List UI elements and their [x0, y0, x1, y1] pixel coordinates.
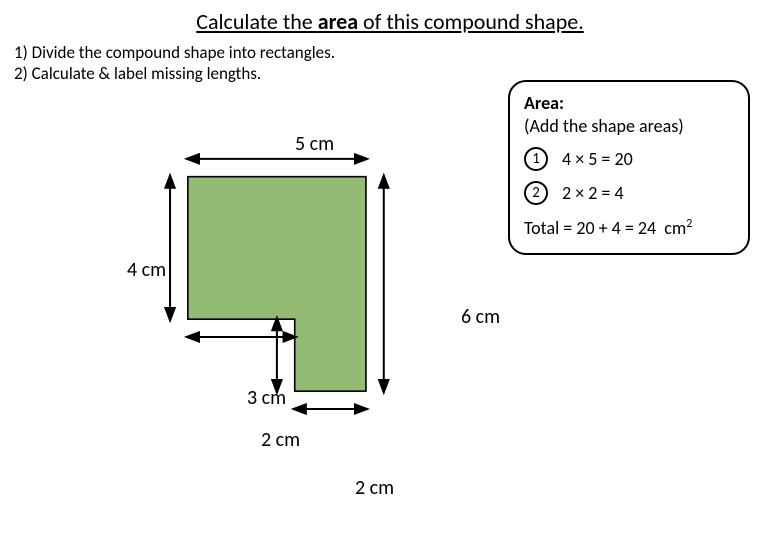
instructions: 1) Divide the compound shape into rectan… — [14, 42, 335, 85]
answer-header: Area: (Add the shape areas) — [524, 92, 734, 137]
total-text: Total = 20 + 4 = 24 — [524, 217, 656, 239]
instruction-line-1: 1) Divide the compound shape into rectan… — [14, 42, 335, 63]
calc-row: 2 2 × 2 = 4 — [524, 181, 734, 205]
compound-shape-diagram: 5 cm4 cm6 cm3 cm2 cm2 cm — [115, 120, 455, 460]
circled-number-icon: 2 — [524, 181, 548, 205]
title-bold: area — [318, 8, 358, 35]
unit-base: cm — [664, 217, 686, 239]
answer-box: Area: (Add the shape areas) 1 4 × 5 = 20… — [508, 80, 750, 255]
dimension-label-step_v: 2 cm — [261, 428, 300, 452]
dimension-label-step_h: 3 cm — [247, 386, 286, 410]
calc-row: 1 4 × 5 = 20 — [524, 147, 734, 171]
instruction-line-2: 2) Calculate & label missing lengths. — [14, 63, 335, 84]
calc-text-2: 2 × 2 = 4 — [562, 182, 624, 204]
calc-text-1: 4 × 5 = 20 — [562, 148, 633, 170]
dimension-label-left: 4 cm — [127, 258, 166, 282]
unit-exp: 2 — [686, 217, 692, 231]
title-suffix: of this compound shape. — [358, 8, 584, 35]
dimension-label-bottom: 2 cm — [355, 476, 394, 500]
page-title: Calculate the area of this compound shap… — [0, 0, 780, 35]
answer-header-2: (Add the shape areas) — [524, 115, 684, 137]
title-prefix: Calculate the — [196, 8, 317, 35]
dimension-label-top: 5 cm — [295, 132, 334, 156]
total-row: Total = 20 + 4 = 24 cm2 — [524, 217, 734, 239]
answer-header-1: Area: — [524, 92, 564, 114]
circled-number-icon: 1 — [524, 147, 548, 171]
dimension-label-right: 6 cm — [461, 305, 500, 329]
